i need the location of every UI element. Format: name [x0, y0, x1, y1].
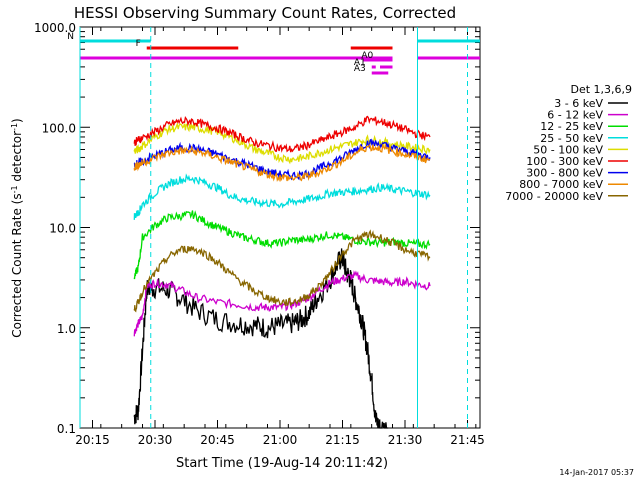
- legend-label: 100 - 300 keV: [526, 155, 603, 168]
- legend-label: 300 - 800 keV: [526, 167, 603, 180]
- flag-label: A0: [361, 51, 373, 61]
- y-axis-label: Corrected Count Rate (s-1 detector-1): [10, 118, 25, 337]
- y-tick-label: 1.0: [57, 322, 76, 336]
- timestamp: 14-Jan-2017 05:37: [559, 468, 634, 477]
- flag-label: F: [136, 39, 141, 49]
- x-tick-label: 20:15: [75, 433, 110, 447]
- legend-label: 25 - 50 keV: [540, 132, 603, 145]
- legend-title: Det 1,3,6,9: [570, 83, 632, 96]
- y-tick-label: 10.0: [49, 222, 76, 236]
- series-line-0: [133, 248, 389, 429]
- y-tick-label: 100.0: [42, 121, 76, 135]
- series-layer: [133, 115, 431, 429]
- x-tick-label: 20:45: [200, 433, 235, 447]
- y-tick-label: 0.1: [57, 422, 76, 436]
- legend-label: 50 - 100 keV: [533, 143, 603, 156]
- legend-label: 12 - 25 keV: [540, 120, 603, 133]
- series-line-8: [133, 229, 431, 313]
- flag-label: A3: [354, 64, 366, 74]
- series-line-3: [133, 173, 431, 220]
- vertical-markers: [79, 27, 468, 428]
- flag-label: N: [67, 32, 74, 42]
- legend-label: 3 - 6 keV: [554, 97, 603, 110]
- x-axis-label: Start Time (19-Aug-14 20:11:42): [176, 456, 388, 471]
- flag-label: A1: [354, 58, 366, 68]
- chart-title: HESSI Observing Summary Count Rates, Cor…: [74, 4, 456, 22]
- x-tick-labels: 20:15 20:30 20:45 21:00 21:15 21:30 21:45: [75, 433, 485, 447]
- legend-label: 800 - 7000 keV: [519, 178, 603, 191]
- y-tick-label: 1000.0: [34, 21, 76, 35]
- series-line-2: [133, 210, 431, 280]
- x-tick-label: 21:30: [388, 433, 423, 447]
- series-line-5: [133, 115, 431, 153]
- series-line-7: [133, 143, 431, 183]
- x-tick-label: 21:00: [263, 433, 298, 447]
- series-line-6: [133, 138, 431, 181]
- x-tick-label: 21:45: [450, 433, 485, 447]
- y-tick-labels: 0.1 1.0 10.0 100.0 1000.0: [34, 21, 76, 436]
- legend-label: 6 - 12 keV: [547, 109, 603, 122]
- plot-frame: [79, 26, 481, 429]
- axis-ticks: [80, 26, 480, 429]
- x-tick-label: 20:30: [138, 433, 173, 447]
- plot-border: [79, 26, 481, 429]
- x-tick-label: 21:15: [325, 433, 360, 447]
- legend-label: 7000 - 20000 keV: [505, 190, 603, 203]
